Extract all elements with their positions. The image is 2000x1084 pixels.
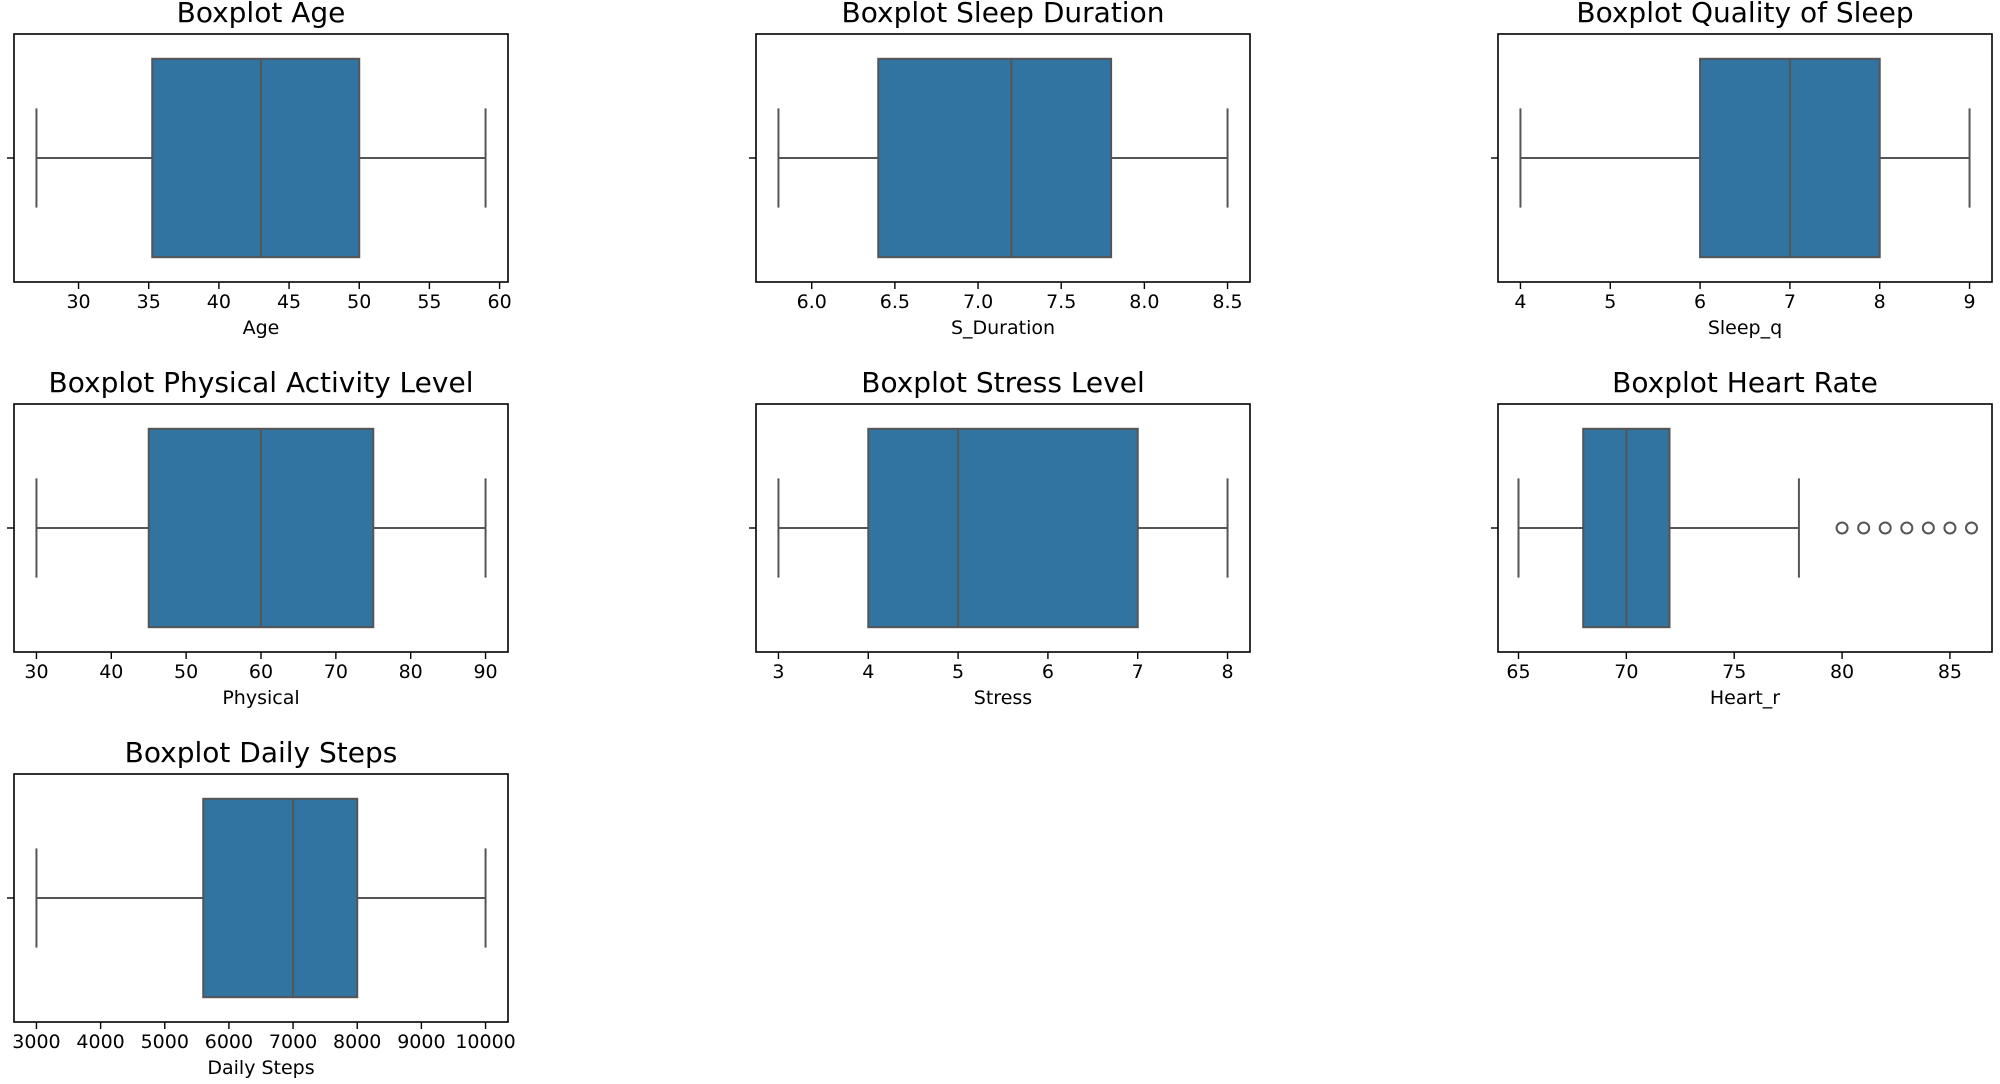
chart-6-title: Boxplot Heart Rate — [1612, 366, 1878, 399]
chart-7-x-tick-label: 3000 — [12, 1031, 60, 1053]
chart-3-x-tick-label: 5 — [1604, 291, 1616, 313]
chart-2-xlabel: S_Duration — [951, 317, 1055, 339]
chart-4-x-tick-label: 80 — [399, 661, 423, 683]
chart-4-panel: Boxplot Physical Activity Level 30 40 50 60 7… — [7, 366, 509, 709]
chart-7-x-tick-label: 7000 — [269, 1031, 317, 1053]
chart-1-title: Boxplot Age — [177, 0, 346, 29]
chart-6-x-tick-label: 85 — [1938, 661, 1962, 683]
chart-4-xlabel: Physical — [222, 687, 299, 709]
chart-7-x-tick-label: 8000 — [333, 1031, 381, 1053]
chart-6-x-tick-label: 75 — [1722, 661, 1746, 683]
chart-1-x-tick-label: 30 — [66, 291, 90, 313]
chart-2-x-tick-label: 6.0 — [797, 291, 827, 313]
chart-5-x-tick-label: 5 — [952, 661, 964, 683]
chart-6-outlier-1 — [1835, 521, 1849, 535]
chart-2-x-tick-label: 6.5 — [880, 291, 910, 313]
chart-6-x-tick-label: 80 — [1830, 661, 1854, 683]
chart-6-outlier-2 — [1857, 521, 1871, 535]
chart-6-panel: Boxplot Heart Rate 65 70 75 80 85 Heart_r — [1491, 366, 1993, 709]
chart-6-outlier-7 — [1965, 521, 1979, 535]
chart-1-xlabel: Age — [243, 317, 280, 339]
chart-7-panel: Boxplot Daily Steps 3000 4000 5000 6000 7000 8… — [7, 736, 516, 1079]
chart-4-x-tick-label: 30 — [24, 661, 48, 683]
chart-2-panel: Boxplot Sleep Duration 6.0 6.5 7.0 7.5 8.0 8.5… — [749, 0, 1251, 339]
chart-3-title: Boxplot Quality of Sleep — [1576, 0, 1913, 29]
chart-5-box — [867, 427, 1139, 629]
chart-4-x-tick-label: 60 — [249, 661, 273, 683]
chart-2-box — [877, 57, 1113, 259]
chart-5-x-tick-label: 6 — [1042, 661, 1054, 683]
chart-7-x-tick-label: 4000 — [76, 1031, 124, 1053]
chart-4-x-tick-label: 70 — [324, 661, 348, 683]
chart-7-xlabel: Daily Steps — [207, 1057, 314, 1079]
chart-7-x-tick-label: 6000 — [205, 1031, 253, 1053]
chart-7-x-tick-label: 5000 — [141, 1031, 189, 1053]
chart-3-x-tick-label: 9 — [1963, 291, 1975, 313]
chart-1-panel: Boxplot Age 30 35 40 45 50 55 60 Age — [7, 0, 512, 339]
chart-3-x-tick-label: 8 — [1874, 291, 1886, 313]
chart-4-x-tick-label: 90 — [473, 661, 497, 683]
chart-1-x-tick-label: 55 — [417, 291, 441, 313]
chart-5-title: Boxplot Stress Level — [861, 366, 1144, 399]
chart-6-outlier-6 — [1943, 521, 1957, 535]
chart-4-title: Boxplot Physical Activity Level — [49, 366, 474, 399]
chart-2-x-tick-label: 8.0 — [1129, 291, 1159, 313]
chart-6-outlier-3 — [1878, 521, 1892, 535]
chart-6-x-tick-label: 70 — [1614, 661, 1638, 683]
chart-2-x-tick-label: 8.5 — [1212, 291, 1242, 313]
chart-3-xlabel: Sleep_q — [1708, 317, 1782, 339]
chart-1-x-tick-label: 40 — [207, 291, 231, 313]
chart-5-x-tick-label: 3 — [772, 661, 784, 683]
chart-5-x-tick-label: 8 — [1221, 661, 1233, 683]
chart-6-outlier-4 — [1900, 521, 1914, 535]
chart-4-x-tick-label: 50 — [174, 661, 198, 683]
chart-1-x-tick-label: 45 — [277, 291, 301, 313]
chart-2-x-tick-label: 7.5 — [1046, 291, 1076, 313]
chart-2-title: Boxplot Sleep Duration — [842, 0, 1165, 29]
chart-5-xlabel: Stress — [974, 687, 1032, 709]
chart-2-x-tick-label: 7.0 — [963, 291, 993, 313]
chart-1-x-tick-label: 50 — [347, 291, 371, 313]
chart-6-xlabel: Heart_r — [1710, 687, 1780, 709]
chart-3-x-tick-label: 4 — [1514, 291, 1526, 313]
chart-7-x-tick-label: 10000 — [455, 1031, 515, 1053]
chart-6-x-tick-label: 65 — [1506, 661, 1530, 683]
chart-7-title: Boxplot Daily Steps — [125, 736, 398, 769]
chart-7-x-tick-label: 9000 — [397, 1031, 445, 1053]
chart-7-box — [202, 797, 359, 999]
chart-3-x-tick-label: 7 — [1784, 291, 1796, 313]
chart-5-panel: Boxplot Stress Level 3 4 5 6 7 8 Stress — [749, 366, 1251, 709]
chart-5-x-tick-label: 7 — [1132, 661, 1144, 683]
chart-3-panel: Boxplot Quality of Sleep 4 5 6 7 8 9 Sleep_q — [1491, 0, 1993, 339]
chart-3-x-tick-label: 6 — [1694, 291, 1706, 313]
chart-1-x-tick-label: 35 — [137, 291, 161, 313]
chart-1-x-tick-label: 60 — [487, 291, 511, 313]
chart-5-x-tick-label: 4 — [862, 661, 874, 683]
chart-6-outlier-5 — [1921, 521, 1935, 535]
chart-1-box — [151, 57, 361, 259]
chart-4-x-tick-label: 40 — [99, 661, 123, 683]
